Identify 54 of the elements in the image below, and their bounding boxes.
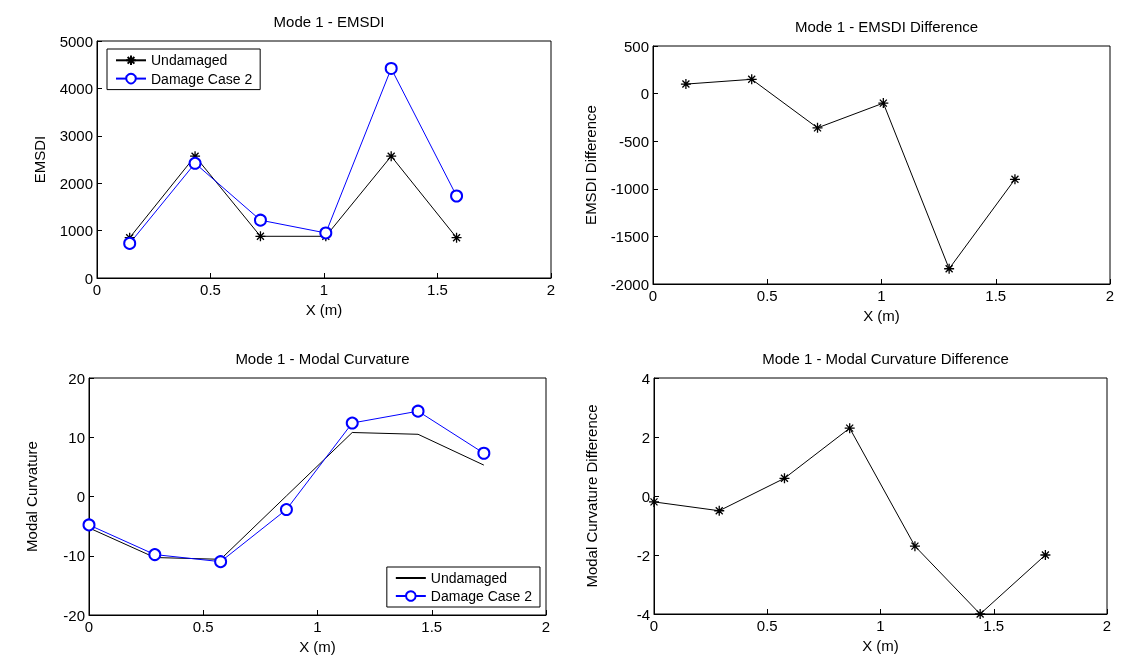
chart-title: Mode 1 - Modal Curvature Difference [762, 350, 1009, 367]
y-tick-label: 2 [641, 428, 650, 446]
y-tick-label: -2000 [610, 275, 649, 293]
y-tick-label: -10 [63, 547, 85, 565]
x-tick-label: 1 [877, 287, 886, 304]
y-tick-label: 2000 [59, 174, 93, 192]
x-tick-label: 1.5 [421, 618, 443, 635]
y-tick-label: 0 [640, 85, 649, 103]
x-tick-label: 1.5 [983, 617, 1005, 634]
y-axis-title: EMSDI [31, 135, 48, 184]
legend-label: Undamaged [430, 570, 508, 586]
legend-label: Damage Case 2 [430, 588, 533, 604]
y-tick-label: 0 [641, 487, 650, 505]
y-tick-label: 5000 [59, 32, 93, 50]
y-tick-label: 0 [84, 269, 93, 287]
x-tick-label: 0.5 [756, 617, 778, 634]
legend-label: Undamaged [151, 52, 228, 69]
y-tick-label: 0 [76, 488, 85, 505]
y-tick-label: 20 [68, 369, 85, 387]
x-axis-title: X (m) [862, 636, 899, 654]
x-tick-label: 0.5 [756, 287, 778, 304]
y-tick-label: -1500 [610, 227, 649, 245]
x-tick-label: 1.5 [427, 281, 448, 298]
y-tick-label: 500 [623, 37, 649, 55]
y-tick-label: 10 [68, 428, 85, 446]
x-tick-label: 1 [313, 618, 322, 635]
y-tick-label: 4 [641, 369, 650, 387]
y-tick-label: 1000 [59, 222, 93, 240]
x-axis-title: X (m) [863, 306, 900, 324]
x-tick-label: 0.5 [200, 281, 221, 298]
x-tick-label: 1 [319, 281, 329, 298]
x-tick-label: 1.5 [985, 287, 1007, 304]
x-axis-title: X (m) [299, 637, 336, 655]
chart-title: Mode 1 - Modal Curvature [235, 350, 410, 367]
legend-label: Damage Case 2 [151, 70, 253, 87]
chart-title: Mode 1 - EMSDI [273, 13, 385, 30]
y-axis-title: Modal Curvature Difference [583, 404, 600, 588]
y-tick-label: -1000 [610, 180, 649, 198]
x-tick-label: 0.5 [192, 618, 214, 635]
y-tick-label: -20 [63, 606, 85, 624]
x-tick-label: 1 [876, 617, 885, 634]
y-tick-label: -4 [636, 605, 650, 623]
x-tick-label: 2 [1105, 287, 1115, 304]
x-tick-label: 2 [1102, 617, 1112, 634]
y-axis-title: Modal Curvature [23, 441, 40, 552]
y-tick-label: -2 [636, 546, 650, 564]
y-axis-title: EMSDI Difference [582, 105, 599, 225]
x-tick-label: 2 [546, 281, 556, 298]
y-tick-label: 4000 [59, 79, 93, 97]
x-axis-title: X (m) [305, 300, 343, 318]
y-tick-label: 3000 [59, 127, 93, 145]
x-tick-label: 2 [541, 618, 551, 635]
y-tick-label: -500 [618, 132, 649, 150]
chart-title: Mode 1 - EMSDI Difference [794, 18, 979, 35]
